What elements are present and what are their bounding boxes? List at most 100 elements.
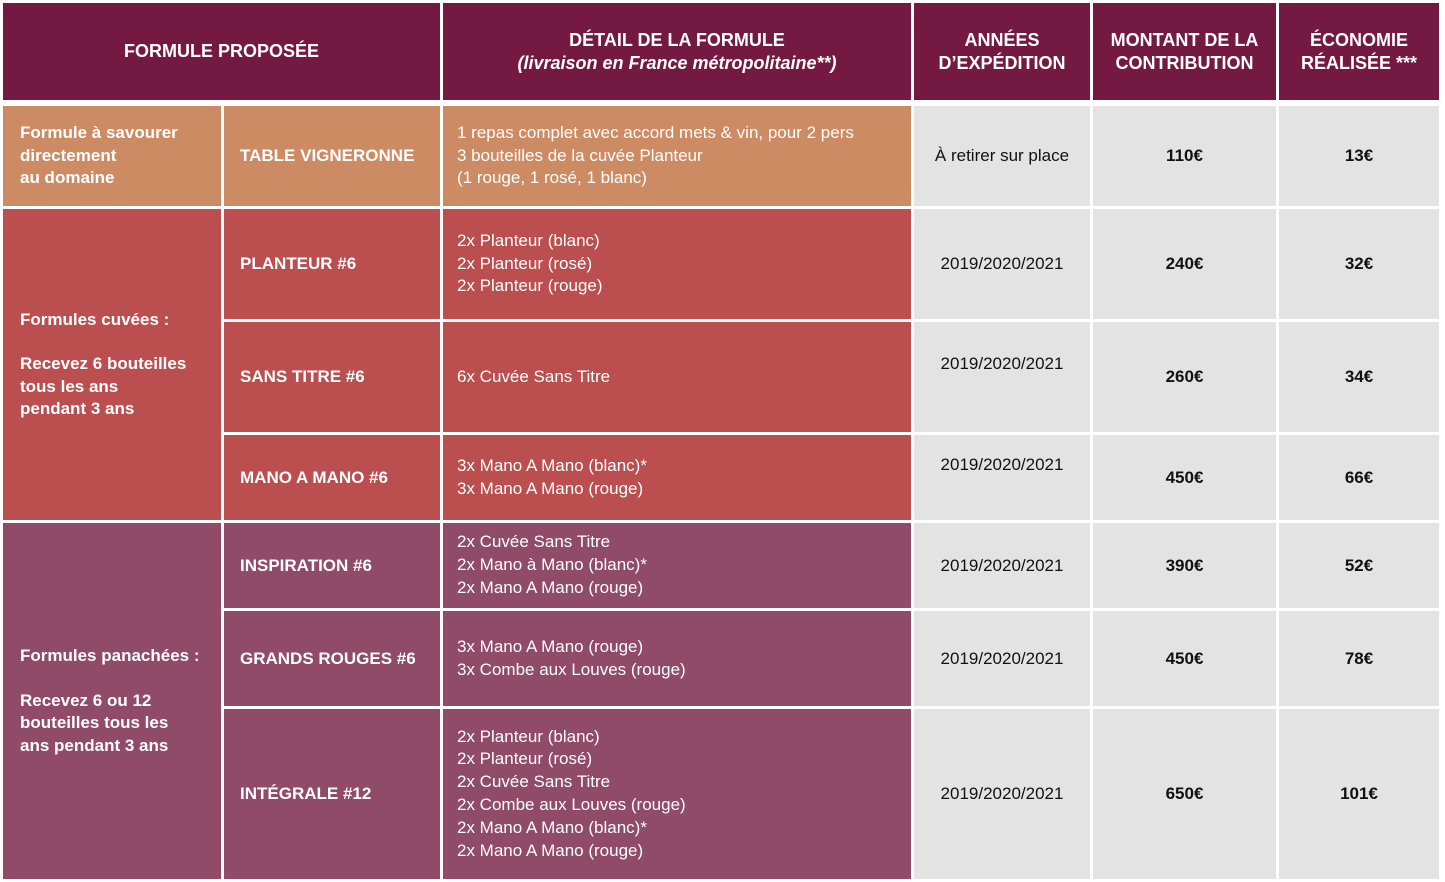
- header-years-line1: ANNÉES: [964, 29, 1040, 50]
- header-amount-cell: MONTANT DE LA CONTRIBUTION: [1093, 3, 1276, 100]
- header-saving-line2: RÉALISÉE ***: [1300, 52, 1418, 73]
- years-cell: 2019/2020/2021: [914, 709, 1090, 879]
- years-value: 2019/2020/2021: [940, 254, 1064, 273]
- group-domaine-line: directement: [20, 145, 117, 165]
- saving-value: 66€: [1344, 467, 1374, 487]
- formula-name-cell: INSPIRATION #6: [224, 523, 440, 608]
- formula-name-cell: INTÉGRALE #12: [224, 709, 440, 879]
- formula-name: INSPIRATION #6: [240, 555, 372, 575]
- detail-line: 3x Mano A Mano (rouge): [457, 636, 644, 656]
- header-detail-note: (livraison en France métropolitaine**): [517, 52, 837, 73]
- group-panachees-line: ans pendant 3 ans: [20, 735, 169, 755]
- amount-value: 650€: [1165, 784, 1204, 803]
- amount-cell: 260€: [1093, 322, 1276, 432]
- detail-line: 3 bouteilles de la cuvée Planteur: [457, 145, 703, 165]
- amount-value: 450€: [1165, 648, 1204, 668]
- formula-detail-cell: 2x Planteur (blanc) 2x Planteur (rosé) 2…: [443, 709, 911, 879]
- amount-value: 110€: [1166, 146, 1203, 165]
- formula-name: INTÉGRALE #12: [240, 784, 372, 803]
- amount-cell: 390€: [1093, 523, 1276, 608]
- detail-line: 6x Cuvée Sans Titre: [457, 366, 611, 386]
- amount-cell: 240€: [1093, 209, 1276, 319]
- saving-value: 101€: [1340, 784, 1378, 803]
- formula-name: MANO A MANO #6: [240, 467, 388, 487]
- years-cell: 2019/2020/2021: [914, 209, 1090, 319]
- group-domaine: Formule à savourer directement au domain…: [3, 106, 221, 206]
- saving-cell: 66€: [1279, 435, 1439, 520]
- amount-cell: 110€: [1093, 106, 1276, 206]
- saving-value: 34€: [1344, 367, 1374, 386]
- detail-line: 3x Mano A Mano (blanc)*: [457, 455, 647, 475]
- group-cuvees-line: pendant 3 ans: [20, 399, 135, 418]
- saving-cell: 13€: [1279, 106, 1439, 206]
- formula-name-cell: PLANTEUR #6: [224, 209, 440, 319]
- years-cell: 2019/2020/2021: [914, 435, 1090, 520]
- header-detail-title: DÉTAIL DE LA FORMULE: [569, 29, 785, 50]
- years-cell: 2019/2020/2021: [914, 523, 1090, 608]
- detail-line: 2x Planteur (blanc): [457, 726, 600, 746]
- years-value: 2019/2020/2021: [940, 455, 1064, 474]
- formula-detail-cell: 3x Mano A Mano (blanc)* 3x Mano A Mano (…: [443, 435, 911, 520]
- group-domaine-line: au domaine: [20, 168, 115, 188]
- years-value: 2019/2020/2021: [940, 354, 1064, 373]
- saving-cell: 78€: [1279, 611, 1439, 706]
- group-panachees-line: Recevez 6 ou 12: [20, 690, 152, 710]
- header-years-line2: D’EXPÉDITION: [938, 52, 1066, 73]
- formula-name-cell: SANS TITRE #6: [224, 322, 440, 432]
- header-saving-line1: ÉCONOMIE: [1309, 29, 1408, 50]
- detail-line: 3x Mano A Mano (rouge): [457, 478, 644, 498]
- amount-value: 450€: [1165, 467, 1204, 487]
- header-formula-cell: FORMULE PROPOSÉE: [3, 3, 440, 100]
- header-saving-cell: ÉCONOMIE RÉALISÉE ***: [1279, 3, 1439, 100]
- group-cuvees-spacer: [20, 331, 186, 353]
- header-amount-line1: MONTANT DE LA: [1110, 29, 1259, 50]
- detail-line: 3x Combe aux Louves (rouge): [457, 659, 686, 679]
- formula-name-cell: TABLE VIGNERONNE: [224, 106, 440, 206]
- saving-cell: 52€: [1279, 523, 1439, 608]
- detail-line: 2x Cuvée Sans Titre: [457, 772, 611, 792]
- detail-line: (1 rouge, 1 rosé, 1 blanc): [457, 168, 647, 188]
- detail-line: 2x Mano A Mano (rouge): [457, 840, 644, 860]
- formula-detail-cell: 6x Cuvée Sans Titre: [443, 322, 911, 432]
- group-cuvees-title: Formules cuvées :: [20, 309, 170, 329]
- saving-value: 78€: [1344, 648, 1374, 668]
- header-formula: FORMULE PROPOSÉE: [123, 41, 320, 61]
- amount-value: 260€: [1165, 367, 1204, 386]
- header-detail-cell: DÉTAIL DE LA FORMULE (livraison en Franc…: [443, 3, 911, 100]
- formula-name: TABLE VIGNERONNE: [240, 146, 415, 165]
- amount-cell: 450€: [1093, 611, 1276, 706]
- saving-cell: 32€: [1279, 209, 1439, 319]
- detail-line: 2x Planteur (rosé): [457, 253, 593, 273]
- years-value: 2019/2020/2021: [940, 648, 1064, 668]
- formula-name: GRANDS ROUGES #6: [240, 648, 416, 668]
- detail-line: 2x Planteur (rouge): [457, 276, 603, 296]
- detail-line: 1 repas complet avec accord mets & vin, …: [457, 122, 854, 142]
- detail-line: 2x Cuvée Sans Titre: [457, 532, 611, 552]
- detail-line: 2x Planteur (blanc): [457, 230, 600, 250]
- amount-cell: 650€: [1093, 709, 1276, 879]
- group-panachees-spacer: [20, 668, 200, 690]
- amount-cell: 450€: [1093, 435, 1276, 520]
- header-amount-line2: CONTRIBUTION: [1115, 52, 1254, 73]
- formula-name: PLANTEUR #6: [240, 254, 357, 273]
- group-cuvees: Formules cuvées : Recevez 6 bouteilles t…: [3, 209, 221, 520]
- years-cell: 2019/2020/2021: [914, 611, 1090, 706]
- group-cuvees-line: tous les ans: [20, 376, 119, 396]
- years-value: 2019/2020/2021: [940, 555, 1064, 575]
- formula-detail-cell: 2x Cuvée Sans Titre 2x Mano à Mano (blan…: [443, 523, 911, 608]
- formula-detail-cell: 3x Mano A Mano (rouge) 3x Combe aux Louv…: [443, 611, 911, 706]
- formula-name-cell: GRANDS ROUGES #6: [224, 611, 440, 706]
- group-domaine-line: Formule à savourer: [20, 123, 178, 143]
- amount-value: 240€: [1165, 254, 1204, 273]
- formula-detail-cell: 2x Planteur (blanc) 2x Planteur (rosé) 2…: [443, 209, 911, 319]
- formula-detail-cell: 1 repas complet avec accord mets & vin, …: [443, 106, 911, 206]
- saving-value: 52€: [1344, 555, 1374, 575]
- detail-line: 2x Mano A Mano (rouge): [457, 577, 644, 597]
- detail-line: 2x Mano A Mano (blanc)*: [457, 817, 647, 837]
- years-value: 2019/2020/2021: [940, 784, 1064, 803]
- group-cuvees-line: Recevez 6 bouteilles: [20, 354, 187, 373]
- saving-cell: 34€: [1279, 322, 1439, 432]
- formula-name-cell: MANO A MANO #6: [224, 435, 440, 520]
- group-panachees-title: Formules panachées :: [20, 646, 200, 665]
